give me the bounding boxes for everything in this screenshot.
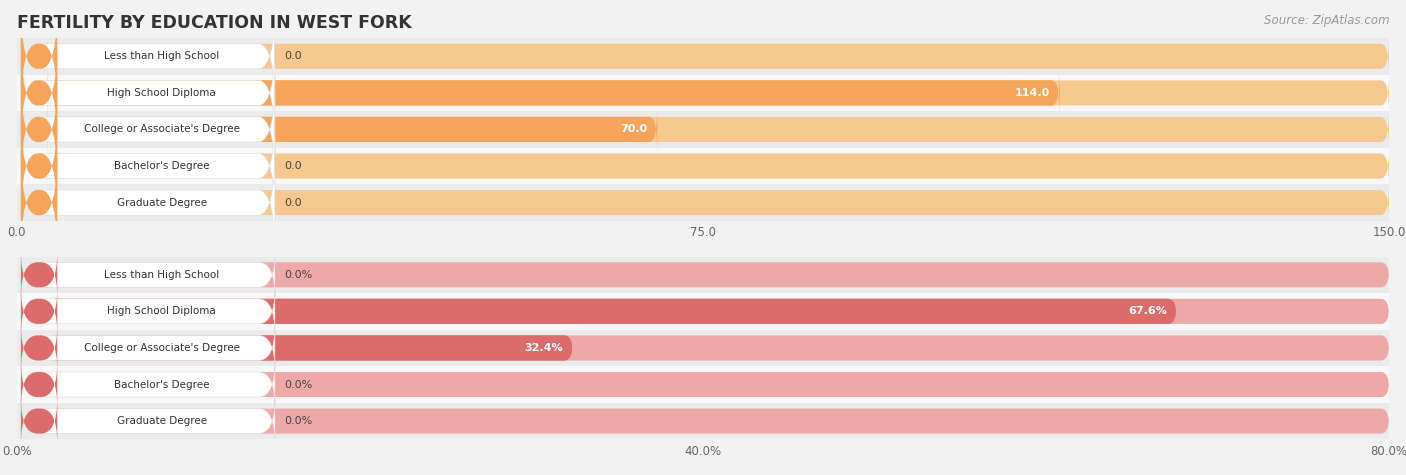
FancyBboxPatch shape bbox=[21, 113, 58, 219]
Text: 0.0%: 0.0% bbox=[284, 270, 312, 280]
FancyBboxPatch shape bbox=[46, 109, 657, 150]
Text: 0.0%: 0.0% bbox=[284, 380, 312, 390]
Bar bbox=[17, 111, 1389, 148]
Bar bbox=[17, 403, 1389, 439]
FancyBboxPatch shape bbox=[46, 182, 1389, 223]
Text: 0.0: 0.0 bbox=[284, 51, 302, 61]
Text: Less than High School: Less than High School bbox=[104, 51, 219, 61]
FancyBboxPatch shape bbox=[46, 335, 572, 361]
FancyBboxPatch shape bbox=[46, 299, 1389, 324]
FancyBboxPatch shape bbox=[46, 408, 1389, 434]
Bar bbox=[17, 256, 1389, 293]
FancyBboxPatch shape bbox=[46, 262, 1389, 287]
Text: Less than High School: Less than High School bbox=[104, 270, 219, 280]
Text: 0.0: 0.0 bbox=[284, 198, 302, 208]
FancyBboxPatch shape bbox=[21, 325, 276, 370]
Text: Graduate Degree: Graduate Degree bbox=[117, 198, 207, 208]
FancyBboxPatch shape bbox=[46, 36, 1389, 76]
FancyBboxPatch shape bbox=[21, 399, 276, 444]
FancyBboxPatch shape bbox=[21, 362, 276, 407]
Bar bbox=[17, 293, 1389, 330]
Text: High School Diploma: High School Diploma bbox=[107, 88, 217, 98]
FancyBboxPatch shape bbox=[21, 362, 58, 407]
FancyBboxPatch shape bbox=[21, 76, 276, 183]
Bar bbox=[17, 75, 1389, 111]
FancyBboxPatch shape bbox=[21, 399, 58, 444]
Text: 32.4%: 32.4% bbox=[524, 343, 562, 353]
Bar bbox=[17, 38, 1389, 75]
FancyBboxPatch shape bbox=[46, 372, 1389, 397]
FancyBboxPatch shape bbox=[46, 335, 1389, 361]
Text: Bachelor's Degree: Bachelor's Degree bbox=[114, 161, 209, 171]
FancyBboxPatch shape bbox=[46, 73, 1389, 113]
FancyBboxPatch shape bbox=[21, 39, 58, 146]
FancyBboxPatch shape bbox=[21, 39, 276, 146]
FancyBboxPatch shape bbox=[46, 335, 572, 361]
Text: 0.0: 0.0 bbox=[284, 161, 302, 171]
FancyBboxPatch shape bbox=[21, 3, 58, 110]
FancyBboxPatch shape bbox=[21, 76, 58, 183]
FancyBboxPatch shape bbox=[46, 73, 1060, 113]
Bar bbox=[17, 330, 1389, 366]
Bar bbox=[17, 148, 1389, 184]
Bar bbox=[17, 184, 1389, 221]
FancyBboxPatch shape bbox=[46, 73, 1060, 113]
FancyBboxPatch shape bbox=[21, 3, 276, 110]
Text: 67.6%: 67.6% bbox=[1128, 306, 1167, 316]
Text: 114.0: 114.0 bbox=[1015, 88, 1050, 98]
FancyBboxPatch shape bbox=[46, 146, 1389, 186]
FancyBboxPatch shape bbox=[21, 289, 276, 334]
Text: 70.0: 70.0 bbox=[620, 124, 648, 134]
Text: College or Associate's Degree: College or Associate's Degree bbox=[84, 343, 239, 353]
FancyBboxPatch shape bbox=[21, 113, 276, 219]
Text: High School Diploma: High School Diploma bbox=[107, 306, 217, 316]
FancyBboxPatch shape bbox=[21, 252, 276, 297]
FancyBboxPatch shape bbox=[21, 149, 58, 256]
FancyBboxPatch shape bbox=[46, 299, 1177, 324]
Text: Bachelor's Degree: Bachelor's Degree bbox=[114, 380, 209, 390]
Text: Source: ZipAtlas.com: Source: ZipAtlas.com bbox=[1264, 14, 1389, 27]
FancyBboxPatch shape bbox=[46, 299, 1177, 324]
Text: 0.0%: 0.0% bbox=[284, 416, 312, 426]
FancyBboxPatch shape bbox=[21, 325, 58, 370]
Text: Graduate Degree: Graduate Degree bbox=[117, 416, 207, 426]
Text: FERTILITY BY EDUCATION IN WEST FORK: FERTILITY BY EDUCATION IN WEST FORK bbox=[17, 14, 412, 32]
FancyBboxPatch shape bbox=[46, 109, 1389, 150]
FancyBboxPatch shape bbox=[21, 149, 276, 256]
FancyBboxPatch shape bbox=[21, 252, 58, 297]
FancyBboxPatch shape bbox=[21, 289, 58, 334]
Bar bbox=[17, 366, 1389, 403]
Text: College or Associate's Degree: College or Associate's Degree bbox=[84, 124, 239, 134]
FancyBboxPatch shape bbox=[46, 109, 657, 150]
